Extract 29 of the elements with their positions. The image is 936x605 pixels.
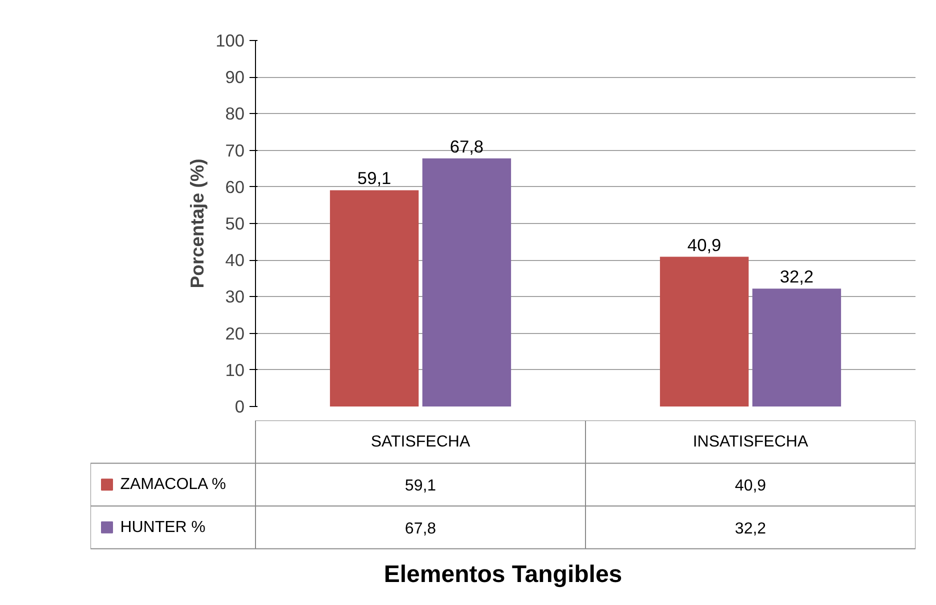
text: 59,1 xyxy=(357,168,392,188)
y-tick-label: 70 xyxy=(225,140,245,160)
legend-label: ZAMACOLA % xyxy=(120,476,226,494)
y-tick-label: 40 xyxy=(225,250,245,270)
y-tick-label: 60 xyxy=(225,176,245,197)
y-tick-label: 30 xyxy=(225,286,245,307)
x-tick-label: SATISFECHA xyxy=(370,433,470,450)
y-tick-label: 20 xyxy=(225,323,245,344)
bar xyxy=(330,190,419,406)
y-tick-label: 10 xyxy=(225,360,245,380)
text: 32,2 xyxy=(780,266,814,287)
text: 67,8 xyxy=(450,136,484,156)
y-tick-label: 100 xyxy=(216,30,245,50)
y-tick-label: 90 xyxy=(225,67,245,88)
bar xyxy=(660,256,749,406)
data-label: 32,2 xyxy=(734,520,766,538)
y-tick-label: 0 xyxy=(234,396,245,416)
x-tick-label: INSATISFECHA xyxy=(692,433,808,450)
text: Elementos Tangibles xyxy=(384,560,622,588)
y-axis-title: Porcentaje (%) xyxy=(186,158,208,288)
legend-label: HUNTER % xyxy=(120,518,206,536)
y-tick-label: 80 xyxy=(225,104,245,124)
text: 40,9 xyxy=(687,234,722,255)
data-label: 67,8 xyxy=(404,520,436,538)
bar xyxy=(752,288,842,406)
bar xyxy=(422,158,512,406)
data-label: 40,9 xyxy=(734,478,766,495)
data-label: 59,1 xyxy=(404,478,436,495)
y-tick-label: 50 xyxy=(225,214,245,234)
